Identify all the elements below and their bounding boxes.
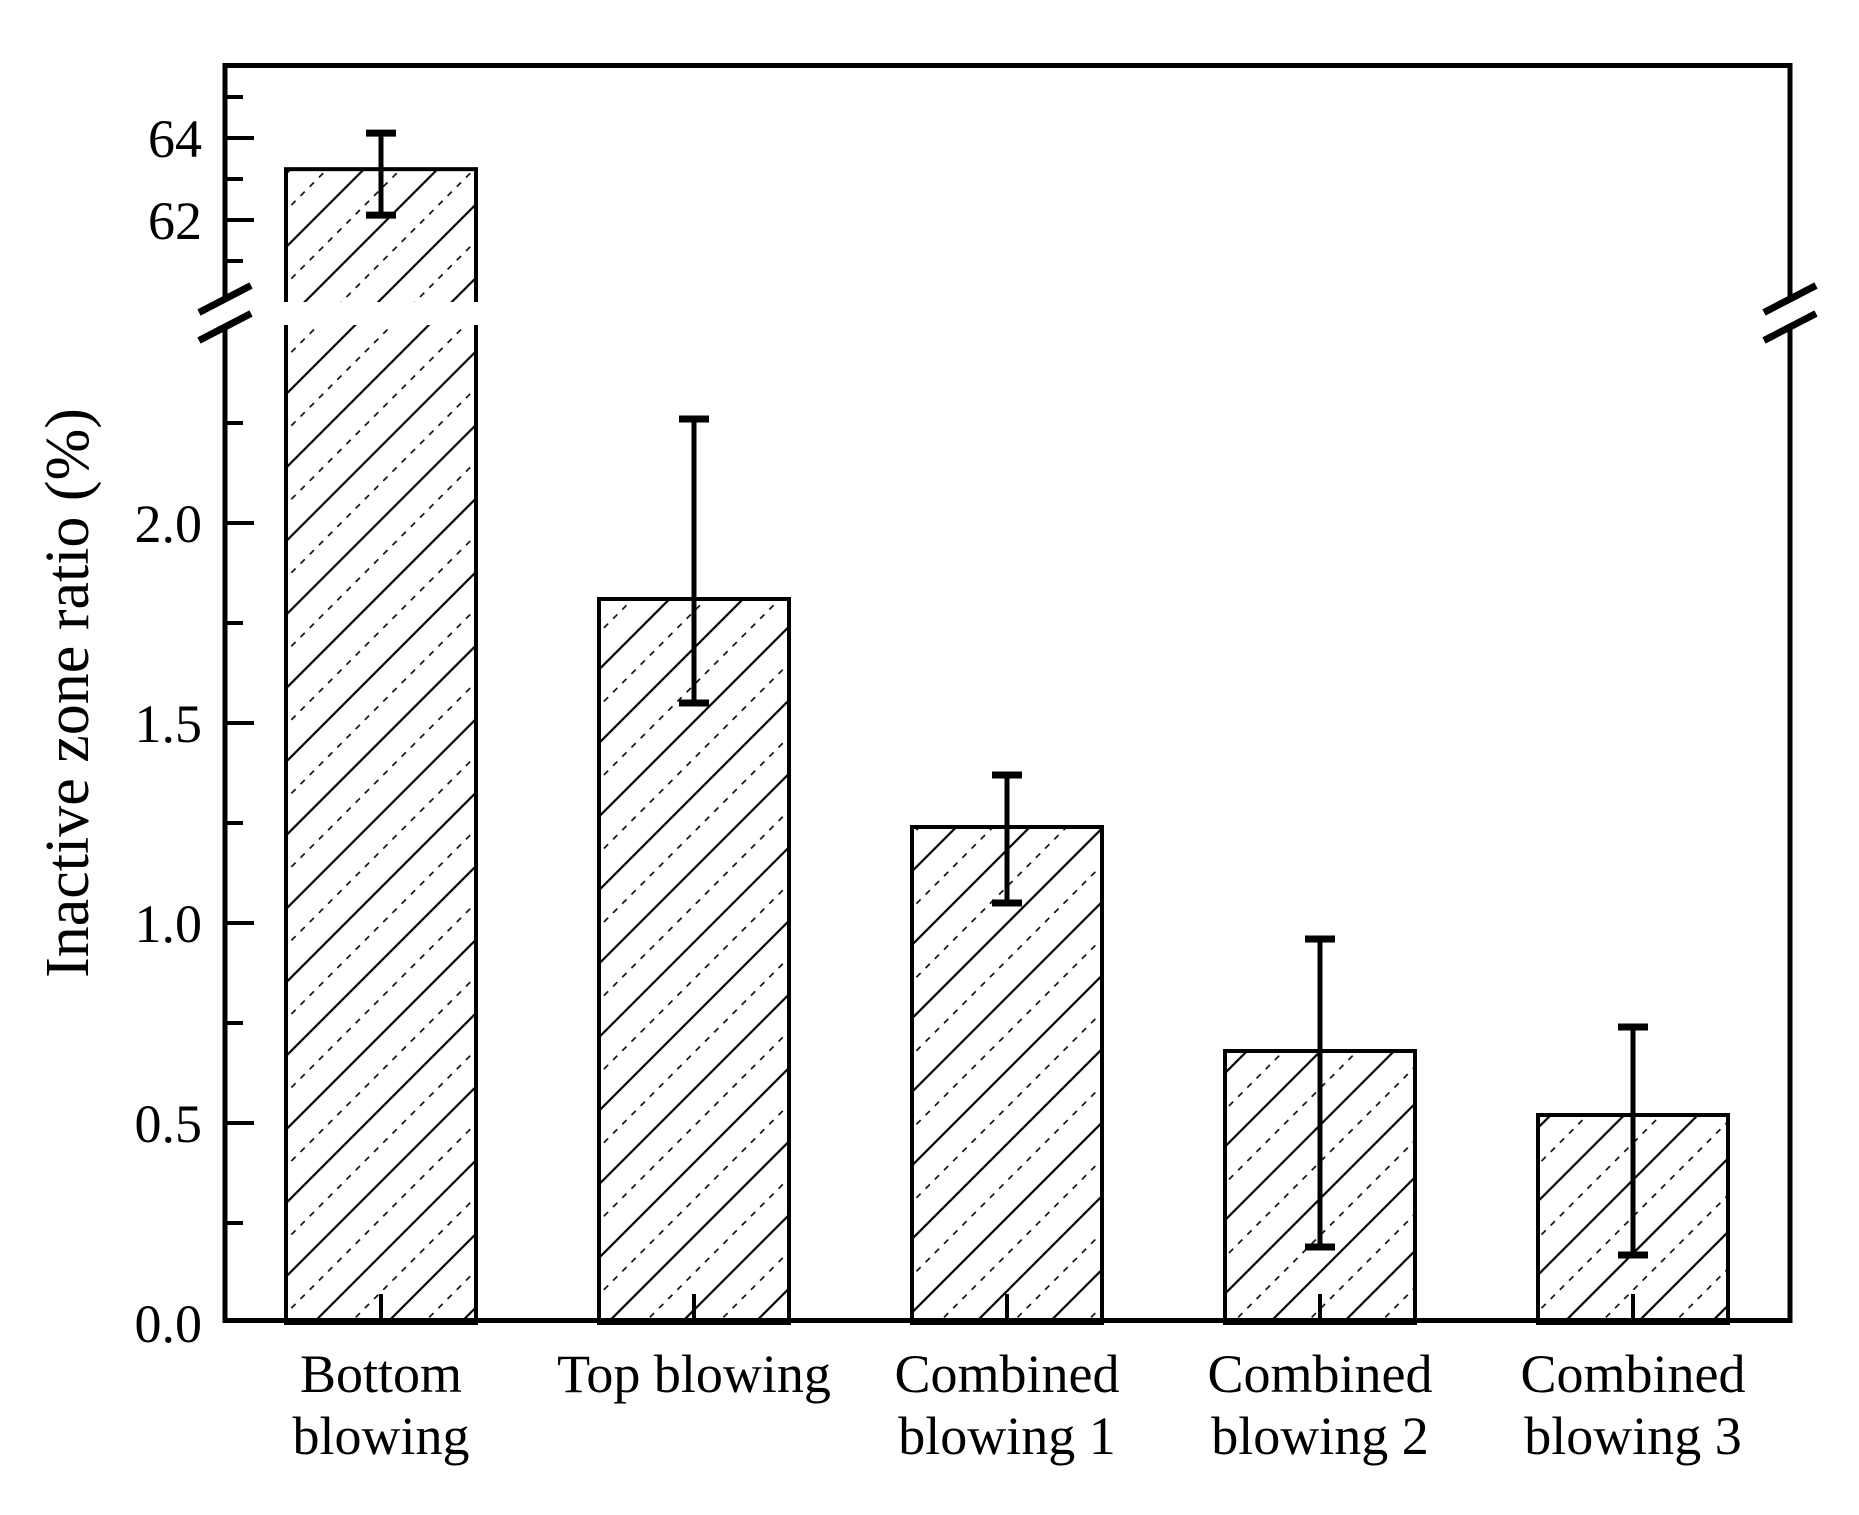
y-tick-label: 1.5 (135, 694, 203, 754)
x-category-label-line: blowing (292, 1406, 469, 1466)
error-bar-3 (992, 771, 1022, 907)
x-category-label-line: Combined (1521, 1344, 1746, 1404)
y-tick-label: 62 (148, 191, 202, 251)
error-bar-1 (366, 129, 396, 219)
axis-break-band (229, 302, 1786, 325)
axis-break-slash (197, 310, 253, 344)
axis-break-slash (197, 282, 253, 316)
axis-break-slash (1762, 310, 1818, 344)
y-tick-label: 0.0 (135, 1294, 203, 1354)
y-tick-label: 2.0 (135, 494, 203, 554)
x-category-label-line: Top blowing (557, 1344, 831, 1404)
y-tick-label: 0.5 (135, 1094, 203, 1154)
error-bar-2 (679, 415, 709, 707)
ticks-layer (227, 95, 1635, 1318)
y-tick-label: 1.0 (135, 894, 203, 954)
y-axis-title: Inactive zone ratio (%) (34, 408, 102, 978)
bar-3 (910, 825, 1104, 1325)
y-tick-label: 64 (148, 109, 202, 169)
x-category-label-line: blowing 1 (898, 1406, 1116, 1466)
x-category-label-line: blowing 3 (1524, 1406, 1742, 1466)
axis-break-layer (229, 302, 1786, 325)
bars-layer (284, 167, 1730, 1325)
error-bars-layer (366, 129, 1648, 1259)
x-category-label-line: Combined (1208, 1344, 1433, 1404)
error-bar-5 (1618, 1023, 1648, 1259)
bar-1 (284, 167, 478, 1325)
x-category-label-line: Combined (895, 1344, 1120, 1404)
error-bar-4 (1305, 935, 1335, 1251)
axis-break-slash (1762, 282, 1818, 316)
x-category-label-line: blowing 2 (1211, 1406, 1429, 1466)
x-category-label-line: Bottom (300, 1344, 462, 1404)
x-category-label: Top blowing (557, 1344, 831, 1404)
bar-2 (597, 597, 791, 1325)
plot-frame-layer (197, 63, 1818, 1323)
